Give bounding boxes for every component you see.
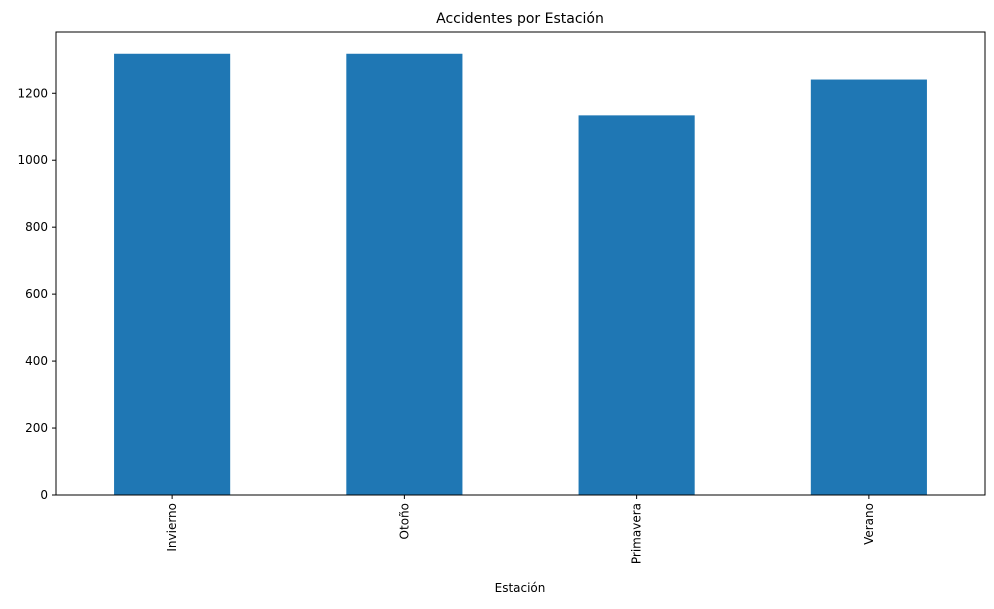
bars-layer xyxy=(114,53,927,496)
y-tick-label-3: 600 xyxy=(25,287,48,301)
x-tick-label-2: Primavera xyxy=(630,503,644,564)
x-tick-label-3: Verano xyxy=(862,503,876,545)
y-axis: 0 200 400 600 800 1000 1200 xyxy=(17,86,56,502)
x-tick-label-0: Invierno xyxy=(165,503,179,552)
x-tick-label-1: Otoño xyxy=(397,503,411,539)
bar-0 xyxy=(114,53,231,495)
y-tick-label-1: 200 xyxy=(25,421,48,435)
x-axis-label: Estación xyxy=(495,581,546,595)
bar-3 xyxy=(810,79,927,495)
bar-1 xyxy=(346,53,463,495)
y-tick-label-0: 0 xyxy=(40,488,48,502)
bar-2 xyxy=(578,115,695,496)
y-tick-label-2: 400 xyxy=(25,354,48,368)
chart-title: Accidentes por Estación xyxy=(436,11,604,27)
y-tick-label-5: 1000 xyxy=(17,153,48,167)
x-axis: Invierno Otoño Primavera Verano xyxy=(165,495,876,564)
y-tick-label-6: 1200 xyxy=(17,86,48,100)
plot-frame xyxy=(55,31,986,496)
y-tick-label-4: 800 xyxy=(25,220,48,234)
